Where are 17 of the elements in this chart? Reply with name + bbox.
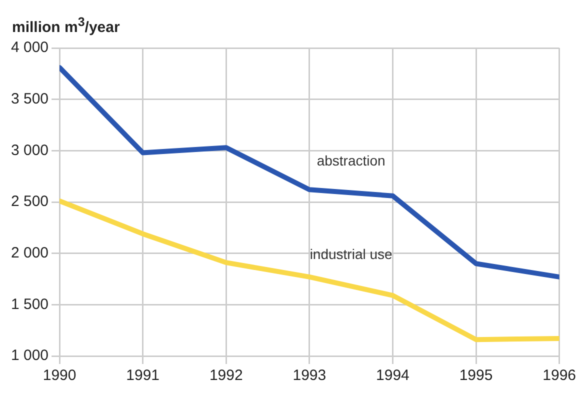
y-tick-label: 3 000 [10,142,49,159]
series-label: abstraction [316,152,386,169]
x-tick-label: 1995 [459,367,493,384]
y-tick-label: 2 000 [10,244,49,262]
x-tick-label: 1996 [542,367,576,384]
y-tick-label: 4 000 [10,39,49,56]
y-tick-label: 3 500 [10,90,49,108]
x-tick-label: 1994 [376,367,410,384]
x-tick-label: 1991 [126,367,160,384]
x-tick-label: 1992 [209,367,243,384]
y-tick-label: 2 500 [10,193,49,210]
y-tick-label: 1 000 [10,347,49,364]
y-axis-title: million m$^{3}$/year [11,14,121,36]
series-label: industrial use [310,246,393,262]
y-tick-label: 1 500 [10,296,49,313]
x-tick-label: 1990 [42,367,76,384]
x-tick-label: 1993 [292,367,326,384]
